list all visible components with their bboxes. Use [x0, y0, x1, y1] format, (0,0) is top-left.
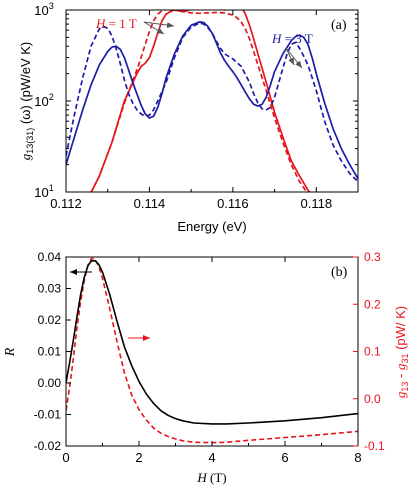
panel-b-ytick-right-label: 0.3: [364, 250, 381, 264]
annotation-h1-arrow-1: [143, 21, 165, 35]
panel-b-xtick-label: 4: [208, 450, 215, 465]
panel-b-ytick-left-label: 0.04: [38, 250, 62, 264]
panel-a-ytick-label: 102: [34, 92, 53, 109]
panel-a-ytick-label: 103: [34, 1, 53, 18]
panel-b-series-line-left: [66, 259, 358, 425]
panel-a-series-line-3: [66, 22, 358, 183]
panel-a-series: [66, 10, 358, 192]
panel-b-xlabel: H (T): [196, 470, 226, 485]
annotation-h3: H = 3 T: [271, 31, 313, 46]
panel-b-xtick-label: 0: [62, 450, 69, 465]
panel-b-xtick-label: 8: [354, 450, 361, 465]
panel-b-ytick-left-label: 0.01: [38, 345, 62, 359]
panel-b-ytick-left-label: 0.00: [38, 376, 62, 390]
panel-a-xtick-label: 0.112: [50, 196, 82, 211]
panel-a-frame: [65, 9, 359, 193]
panel-b: 0 2 4 6 8 -0.02 -0.01 0.00 0.01 0.02 0.03 0.04 -0.1 0…: [3, 250, 410, 485]
panel-a: 0.112 0.114 0.116 0.118 101 102 103 (a) H = 1 …: [18, 1, 359, 234]
panel-a-series-line-2: [66, 21, 358, 180]
panel-a-xtick-label: 0.118: [300, 196, 332, 211]
panel-b-ytick-right-label: 0.0: [364, 392, 381, 406]
panel-a-ylabel: g13(31) (ω) (pW/eV K): [18, 42, 35, 161]
panel-b-ytick-right-label: 0.2: [364, 297, 381, 311]
panel-a-xtick-label: 0.114: [134, 196, 166, 211]
panel-a-xtick-label: 0.116: [217, 196, 249, 211]
panel-b-ylabel-left: R: [3, 347, 18, 357]
panel-b-ytick-left-label: 0.03: [38, 282, 62, 296]
panel-a-ytick-label: 101: [34, 183, 53, 200]
panel-b-series: [66, 257, 358, 444]
panel-b-series-line-right: [66, 257, 358, 444]
panel-b-label: (b): [331, 265, 348, 280]
panel-b-xtick-label: 6: [281, 450, 288, 465]
panel-a-xlabel: Energy (eV): [177, 219, 246, 234]
panel-b-xtick-label: 2: [135, 450, 142, 465]
panel-b-ytick-right-label: 0.1: [364, 345, 381, 359]
annotation-h1-arrow-2: [143, 21, 175, 29]
annotation-h1: H = 1 T: [95, 16, 137, 31]
panel-b-ytick-left-label: 0.02: [38, 313, 62, 327]
annotation-h3-arrow-2: [285, 47, 295, 66]
annotation-h3-arrow-1: [285, 47, 303, 69]
panel-b-ylabel-right: g13 - g31 (pW/ K): [393, 306, 410, 398]
panel-a-label: (a): [331, 18, 347, 33]
panel-a-series-line-0: [90, 10, 311, 192]
panel-b-ytick-right-label: -0.1: [364, 439, 385, 453]
panel-a-series-line-1: [90, 10, 308, 192]
panel-b-ytick-left-label: -0.02: [34, 439, 62, 453]
panel-b-ytick-left-label: -0.01: [34, 408, 62, 422]
